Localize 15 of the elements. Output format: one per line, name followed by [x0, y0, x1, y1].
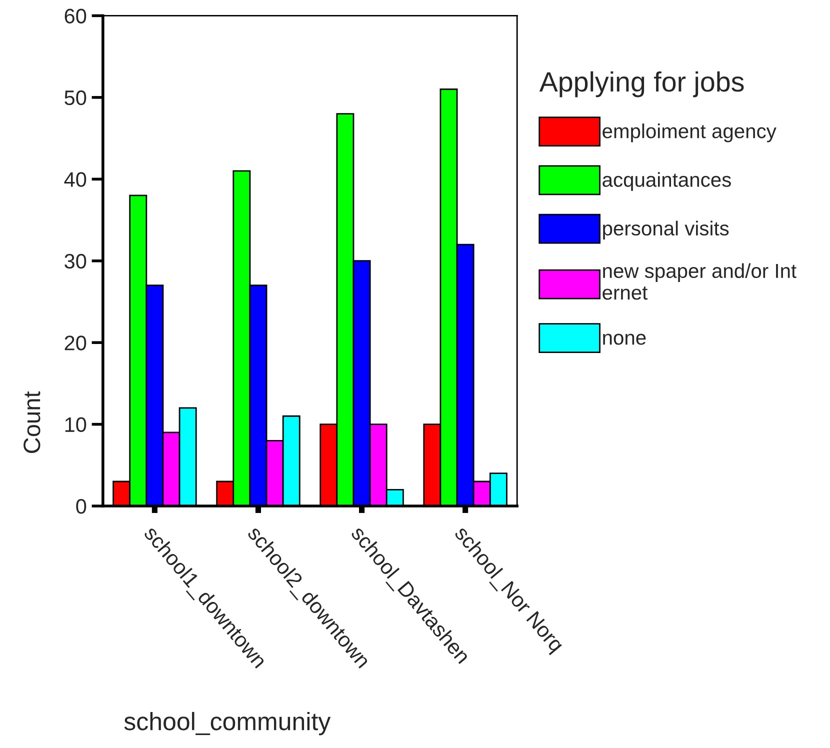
- y-tick-label: 30: [64, 254, 86, 269]
- x-axis-title: school_community: [124, 712, 331, 736]
- y-tick-label: 40: [64, 172, 86, 187]
- legend-label: none: [603, 334, 646, 345]
- legend-label: acquaintances: [602, 172, 731, 191]
- y-tick-label: 0: [76, 499, 86, 514]
- y-axis-title: Count: [24, 391, 40, 453]
- legend-label: new spaper and/or Int ernet: [602, 263, 796, 300]
- legend-label: personal visits: [603, 220, 729, 240]
- y-tick-label: 10: [65, 417, 86, 432]
- legend-label: emploiment agency: [602, 123, 776, 142]
- legend-title: Applying for jobs: [539, 71, 744, 98]
- y-tick-label: 60: [64, 8, 86, 24]
- y-tick-label: 50: [64, 90, 86, 106]
- y-tick-label: 20: [64, 336, 86, 350]
